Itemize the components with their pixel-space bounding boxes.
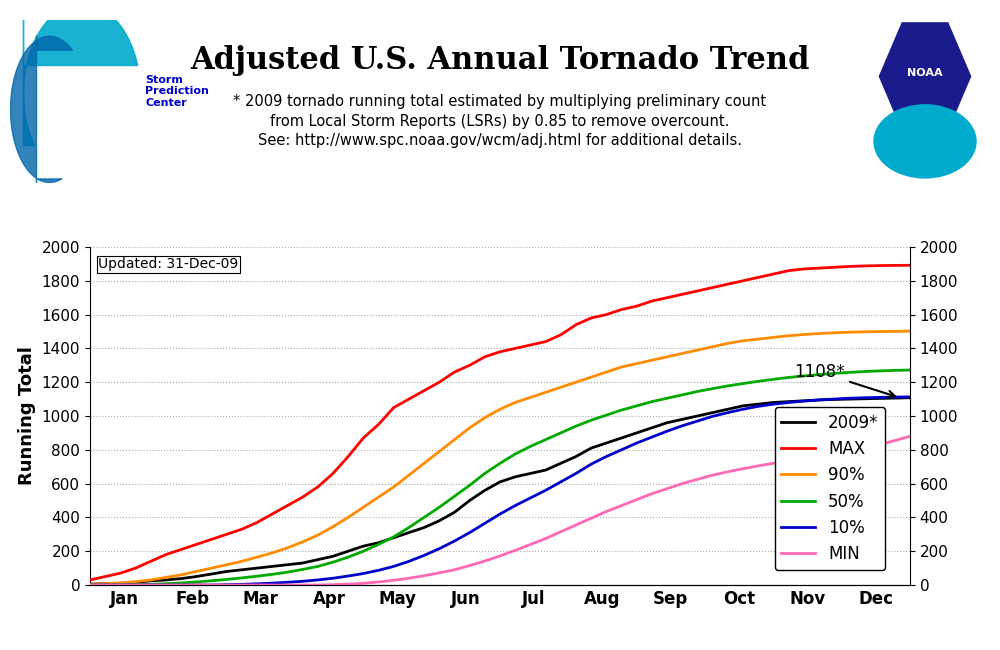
Text: Storm
Prediction
Center: Storm Prediction Center (145, 75, 209, 108)
Text: See: http://www.spc.noaa.gov/wcm/adj.html for additional details.: See: http://www.spc.noaa.gov/wcm/adj.htm… (258, 133, 742, 148)
Text: 1108*: 1108* (794, 363, 895, 397)
Ellipse shape (874, 105, 976, 178)
Text: from Local Storm Reports (LSRs) by 0.85 to remove overcount.: from Local Storm Reports (LSRs) by 0.85 … (270, 114, 730, 129)
Y-axis label: Running Total: Running Total (18, 346, 36, 486)
Text: Updated: 31-Dec-09: Updated: 31-Dec-09 (98, 257, 238, 271)
Legend: 2009*, MAX, 90%, 50%, 10%, MIN: 2009*, MAX, 90%, 50%, 10%, MIN (775, 407, 885, 570)
Text: Adjusted U.S. Annual Tornado Trend: Adjusted U.S. Annual Tornado Trend (190, 46, 810, 77)
Text: NOAA: NOAA (907, 68, 943, 78)
Text: * 2009 tornado running total estimated by multiplying preliminary count: * 2009 tornado running total estimated b… (233, 94, 767, 109)
